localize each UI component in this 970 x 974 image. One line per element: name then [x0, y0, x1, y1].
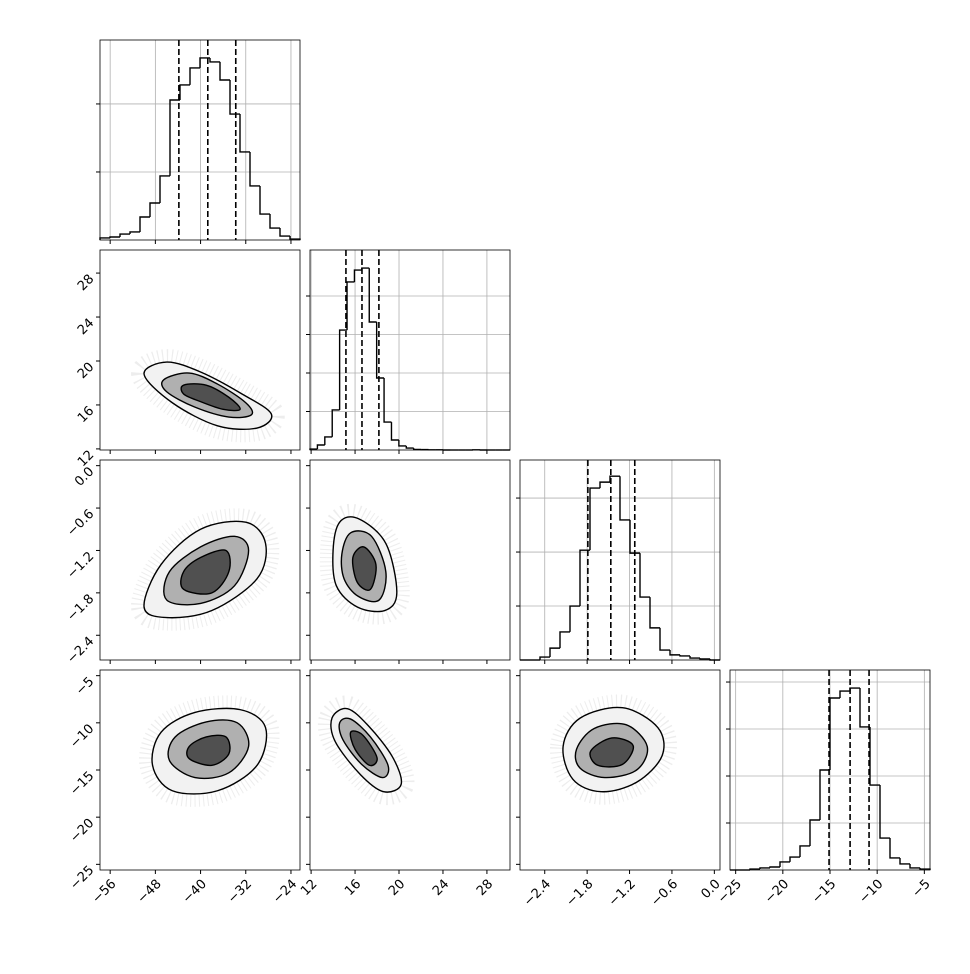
- y-tick-label: −10: [67, 722, 97, 752]
- y-tick-label: 24: [75, 316, 97, 338]
- x-tick-label: −1.2: [606, 877, 639, 910]
- x-tick-label: 24: [430, 877, 452, 899]
- y-tick-label: −1.2: [64, 549, 97, 582]
- x-tick-label: 28: [474, 877, 496, 899]
- x-tick-label: 16: [342, 877, 364, 899]
- y-tick-label: 16: [75, 404, 97, 426]
- x-tick-label: −20: [762, 877, 792, 907]
- x-tick-label: 20: [386, 877, 408, 899]
- y-tick-label: −15: [67, 769, 97, 799]
- panel-border: [310, 670, 510, 870]
- y-tick-label: −25: [67, 863, 97, 893]
- x-tick-label: −2.4: [521, 877, 554, 910]
- x-tick-label: −15: [809, 877, 839, 907]
- x-tick-label: 12: [298, 877, 320, 899]
- x-tick-label: −56: [89, 877, 119, 907]
- histogram-step: [700, 658, 710, 659]
- y-tick-label: −5: [73, 674, 97, 698]
- y-tick-label: 0.0: [72, 464, 97, 489]
- panel-frame: [100, 40, 300, 240]
- x-tick-label: −25: [715, 877, 745, 907]
- y-tick-label: −2.4: [64, 634, 97, 667]
- x-tick-label: −5: [909, 877, 933, 901]
- x-tick-label: −48: [135, 877, 165, 907]
- y-tick-label: −0.6: [64, 507, 97, 540]
- x-tick-label: −1.8: [564, 877, 597, 910]
- x-tick-label: −0.6: [648, 877, 681, 910]
- y-tick-label: −20: [67, 816, 97, 846]
- x-tick-label: −10: [856, 877, 886, 907]
- y-tick-label: −1.8: [64, 592, 97, 625]
- y-tick-label: 20: [75, 360, 97, 382]
- x-tick-label: −24: [270, 877, 300, 907]
- y-tick-label: 28: [75, 272, 97, 294]
- x-tick-label: −32: [225, 877, 255, 907]
- x-tick-label: −40: [180, 877, 210, 907]
